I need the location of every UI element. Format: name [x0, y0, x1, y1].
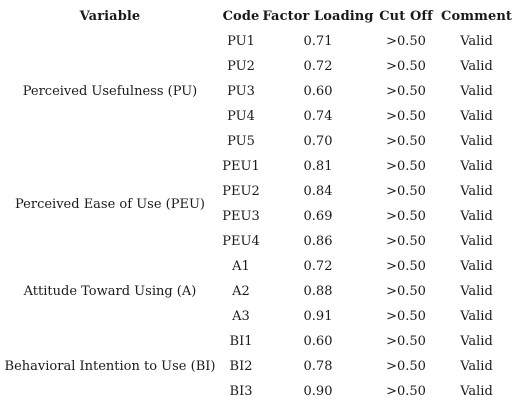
- table-row: Perceived Ease of Use (PEU) PEU1 0.81 >0.50…: [0, 154, 515, 212]
- comment: Valid: [460, 259, 493, 274]
- factor-loading: 0.91: [303, 309, 333, 324]
- header-factor-loading: Factor Loading: [262, 9, 374, 24]
- cut-off: >0.50: [386, 209, 426, 224]
- table-row: Behavioral Intention to Use (BI) BI1 0.60 >…: [0, 329, 515, 374]
- table-row: PEU2 0.84 >0.50 Valid: [0, 179, 515, 204]
- factor-loading: 0.78: [303, 359, 333, 374]
- comment: Valid: [460, 334, 493, 349]
- factor-loading: 0.60: [303, 84, 333, 99]
- cut-off: >0.50: [386, 59, 426, 74]
- item-code: BI2: [229, 359, 253, 374]
- cut-off: >0.50: [386, 109, 426, 124]
- item-code: PEU3: [222, 209, 260, 224]
- variable-name: Perceived Ease of Use (PEU): [15, 196, 205, 212]
- table-row: PEU3 0.69 >0.50 Valid: [0, 204, 515, 229]
- table-row: A2 0.88 >0.50 Valid: [0, 279, 515, 304]
- cut-off: >0.50: [386, 384, 426, 399]
- factor-loading: 0.84: [303, 184, 333, 199]
- comment: Valid: [460, 234, 493, 249]
- factor-loading: 0.86: [303, 234, 333, 249]
- comment: Valid: [460, 184, 493, 199]
- comment: Valid: [460, 159, 493, 174]
- item-code: PU5: [227, 134, 255, 149]
- cut-off: >0.50: [386, 134, 426, 149]
- cut-off: >0.50: [386, 309, 426, 324]
- comment: Valid: [460, 209, 493, 224]
- table-row: PEU4 0.86 >0.50 Valid: [0, 229, 515, 254]
- factor-loading: 0.72: [303, 259, 333, 274]
- comment: Valid: [460, 59, 493, 74]
- header-comment: Comment: [441, 9, 512, 24]
- item-code: PEU1: [222, 159, 260, 174]
- item-code: PU3: [227, 84, 255, 99]
- comment: Valid: [460, 84, 493, 99]
- cut-off: >0.50: [386, 184, 426, 199]
- variable-name: Behavioral Intention to Use (BI): [4, 359, 216, 374]
- cut-off: >0.50: [386, 234, 426, 249]
- factor-loading: 0.88: [303, 284, 333, 299]
- comment: Valid: [460, 359, 493, 374]
- factor-loading-table: Variable Code Factor Loading Cut Off Com…: [0, 4, 515, 404]
- cut-off: >0.50: [386, 334, 426, 349]
- cut-off: >0.50: [386, 359, 426, 374]
- table-row: Attitude Toward Using (A) A1 0.72 >0.50 Vali…: [0, 254, 515, 299]
- item-code: PEU4: [222, 234, 260, 249]
- table-header: Variable Code Factor Loading Cut Off Com…: [0, 4, 515, 29]
- table-row: PU2 0.72 >0.50 Valid: [0, 54, 515, 79]
- variable-name: Perceived Usefulness (PU): [22, 84, 198, 99]
- item-code: PU1: [227, 34, 255, 49]
- comment: Valid: [460, 384, 493, 399]
- table-row: BI2 0.78 >0.50 Valid: [0, 354, 515, 379]
- table-row: PU4 0.74 >0.50 Valid: [0, 104, 515, 129]
- table-row: PU3 0.60 >0.50 Valid: [0, 79, 515, 104]
- table-row: BI3 0.90 >0.50 Valid: [0, 379, 515, 404]
- cut-off: >0.50: [386, 259, 426, 274]
- header-variable: Variable: [79, 9, 141, 24]
- item-code: PU2: [227, 59, 255, 74]
- comment: Valid: [460, 309, 493, 324]
- table-body: Perceived Usefulness (PU) PU1 0.71 >0.50 Val…: [0, 29, 515, 404]
- factor-loading: 0.90: [303, 384, 333, 399]
- item-code: BI1: [229, 334, 253, 349]
- cut-off: >0.50: [386, 284, 426, 299]
- table-row: A3 0.91 >0.50 Valid: [0, 304, 515, 329]
- item-code: A1: [232, 259, 250, 274]
- header-row: Variable Code Factor Loading Cut Off Com…: [0, 4, 515, 29]
- table-row: Perceived Usefulness (PU) PU1 0.71 >0.50 Val…: [0, 29, 515, 99]
- variable-name: Attitude Toward Using (A): [23, 284, 197, 299]
- comment: Valid: [460, 134, 493, 149]
- item-code: A3: [232, 309, 250, 324]
- comment: Valid: [460, 34, 493, 49]
- factor-loading: 0.74: [303, 109, 333, 124]
- item-code: BI3: [229, 384, 253, 399]
- item-code: A2: [232, 284, 250, 299]
- item-code: PEU2: [222, 184, 260, 199]
- factor-loading: 0.72: [303, 59, 333, 74]
- factor-loading: 0.70: [303, 134, 333, 149]
- cut-off: >0.50: [386, 34, 426, 49]
- comment: Valid: [460, 284, 493, 299]
- cut-off: >0.50: [386, 84, 426, 99]
- factor-loading: 0.69: [303, 209, 333, 224]
- factor-loading: 0.71: [303, 34, 333, 49]
- header-cut-off: Cut Off: [379, 9, 433, 24]
- item-code: PU4: [227, 109, 255, 124]
- factor-loading: 0.81: [303, 159, 333, 174]
- comment: Valid: [460, 109, 493, 124]
- header-code: Code: [222, 9, 260, 24]
- cut-off: >0.50: [386, 159, 426, 174]
- table-row: PU5 0.70 >0.50 Valid: [0, 129, 515, 154]
- factor-loading: 0.60: [303, 334, 333, 349]
